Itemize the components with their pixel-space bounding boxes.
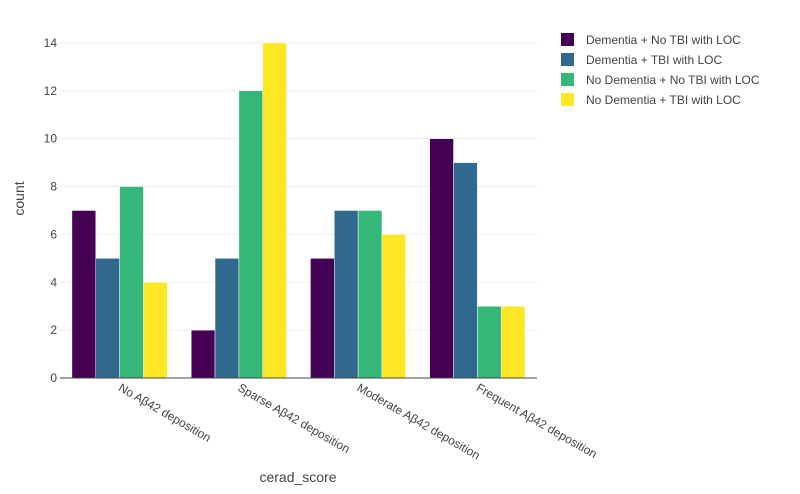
legend-item[interactable]: No Dementia + TBI with LOC <box>561 93 741 107</box>
x-axis: No Aβ42 deposition Sparse Aβ42 deposition… <box>116 380 599 462</box>
y-tick-label: 14 <box>44 36 58 50</box>
legend-item[interactable]: No Dementia + No TBI with LOC <box>561 73 760 87</box>
bar[interactable] <box>477 305 502 379</box>
x-tick-label: Sparse Aβ42 deposition <box>235 380 352 456</box>
legend-swatch <box>561 53 574 66</box>
bar[interactable] <box>190 329 216 379</box>
y-axis-title: count <box>11 181 27 215</box>
x-tick-label: Moderate Aβ42 deposition <box>355 380 483 462</box>
bar[interactable] <box>119 186 144 379</box>
bar[interactable] <box>238 90 263 379</box>
y-axis: 0 2 4 6 8 10 12 14 <box>44 36 58 385</box>
bar[interactable] <box>95 258 120 379</box>
bar[interactable] <box>310 258 335 379</box>
y-tick-label: 8 <box>50 180 57 194</box>
legend-swatch <box>561 33 574 46</box>
x-tick-label: Frequent Aβ42 deposition <box>474 380 600 461</box>
y-tick-label: 2 <box>50 323 57 337</box>
bar[interactable] <box>143 282 168 379</box>
x-axis-title: cerad_score <box>259 469 336 485</box>
legend-label: Dementia + TBI with LOC <box>586 53 723 67</box>
bar[interactable] <box>453 162 478 379</box>
x-tick-label: No Aβ42 deposition <box>116 380 213 444</box>
bar[interactable] <box>381 234 407 379</box>
bar[interactable] <box>71 210 97 379</box>
bar[interactable] <box>334 210 359 379</box>
legend-item[interactable]: Dementia + No TBI with LOC <box>561 33 741 47</box>
bar[interactable] <box>214 258 240 379</box>
bar[interactable] <box>429 138 454 379</box>
y-tick-label: 6 <box>50 227 57 241</box>
legend-swatch <box>561 73 574 86</box>
legend-label: No Dementia + No TBI with LOC <box>586 73 760 87</box>
legend-label: No Dementia + TBI with LOC <box>586 93 741 107</box>
legend-item[interactable]: Dementia + TBI with LOC <box>561 53 723 67</box>
y-tick-label: 0 <box>50 371 57 385</box>
legend[interactable]: Dementia + No TBI with LOC Dementia + TBI… <box>561 33 760 107</box>
legend-label: Dementia + No TBI with LOC <box>586 33 741 47</box>
y-tick-label: 12 <box>44 84 58 98</box>
y-tick-label: 10 <box>44 132 58 146</box>
bar[interactable] <box>262 42 287 379</box>
y-tick-label: 4 <box>50 275 57 289</box>
bar[interactable] <box>500 305 526 379</box>
bar[interactable] <box>357 210 383 379</box>
legend-swatch <box>561 93 574 106</box>
bars <box>71 42 526 379</box>
